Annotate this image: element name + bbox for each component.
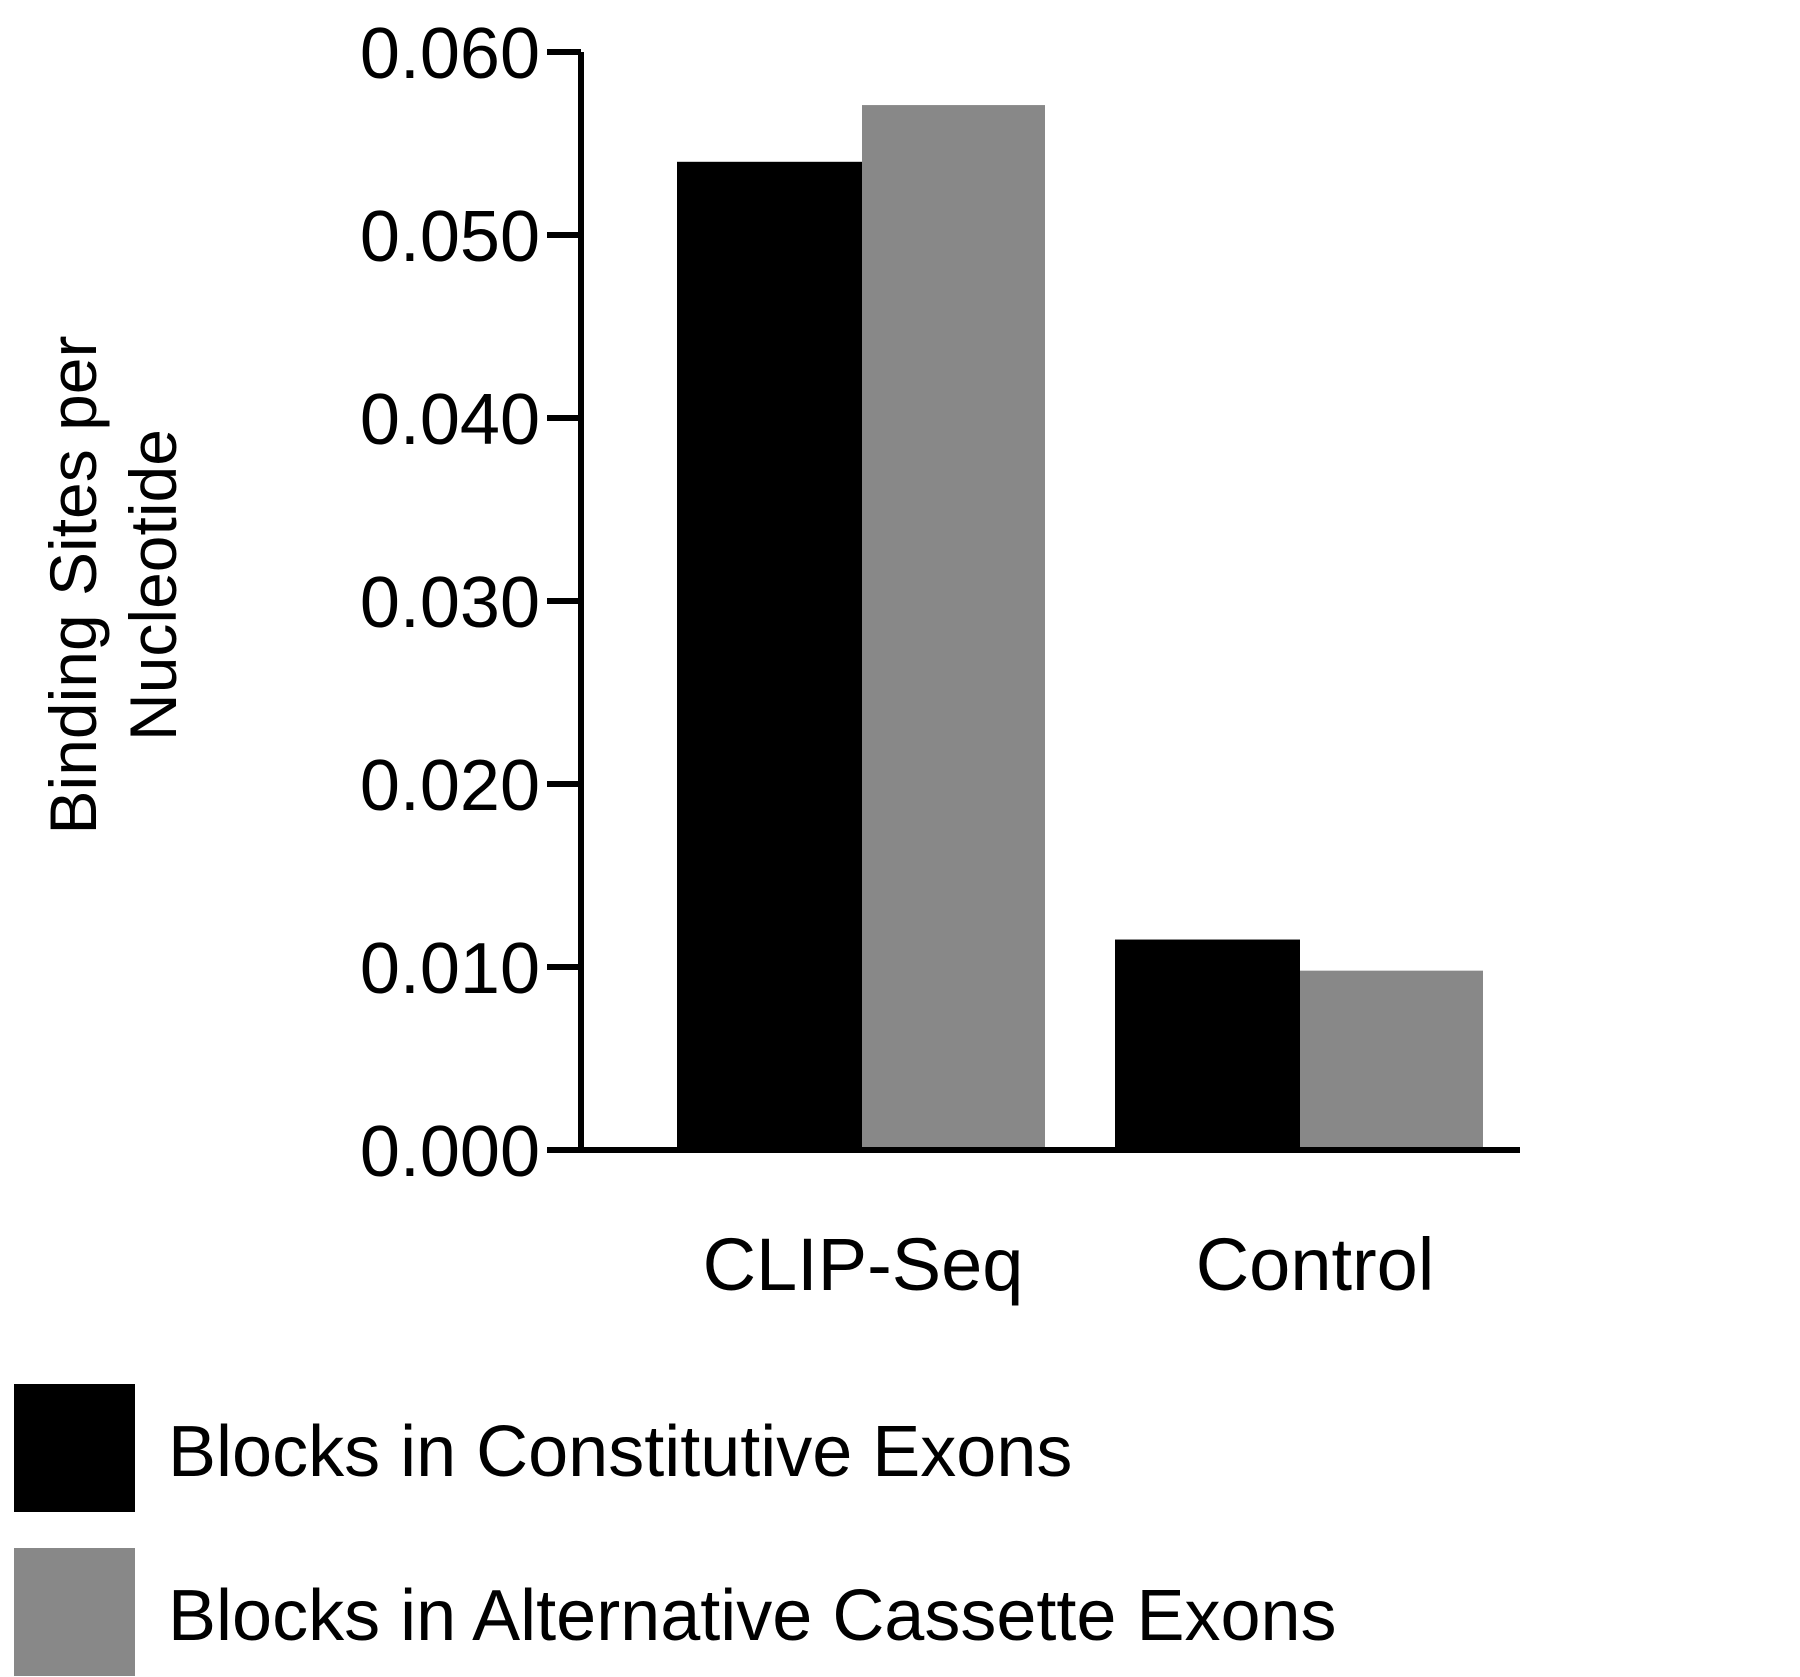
y-tick-label: 0.060: [360, 14, 540, 94]
bar-control-series-2: [1300, 970, 1483, 1150]
y-tick-label: 0.030: [360, 563, 540, 643]
bar-clip-seq-series-2: [862, 105, 1045, 1151]
y-tick-label: 0.010: [360, 929, 540, 1009]
y-axis-title-line-1: Binding Sites per: [36, 336, 110, 835]
x-category-label: Control: [1196, 1223, 1435, 1306]
bar-control-series-1: [1115, 939, 1300, 1150]
y-tick-label: 0.040: [360, 380, 540, 460]
y-tick-label: 0.020: [360, 746, 540, 826]
bar-clip-seq-series-1: [677, 161, 862, 1151]
legend-swatch: [14, 1548, 135, 1676]
x-category-label: CLIP-Seq: [703, 1223, 1024, 1306]
y-tick-label: 0.050: [360, 197, 540, 277]
legend-label: Blocks in Constitutive Exons: [168, 1412, 1072, 1492]
legend-label: Blocks in Alternative Cassette Exons: [168, 1576, 1337, 1656]
y-tick-label: 0.000: [360, 1112, 540, 1192]
y-axis-title-line-2: Nucleotide: [116, 429, 190, 741]
legend-swatch: [14, 1384, 135, 1512]
